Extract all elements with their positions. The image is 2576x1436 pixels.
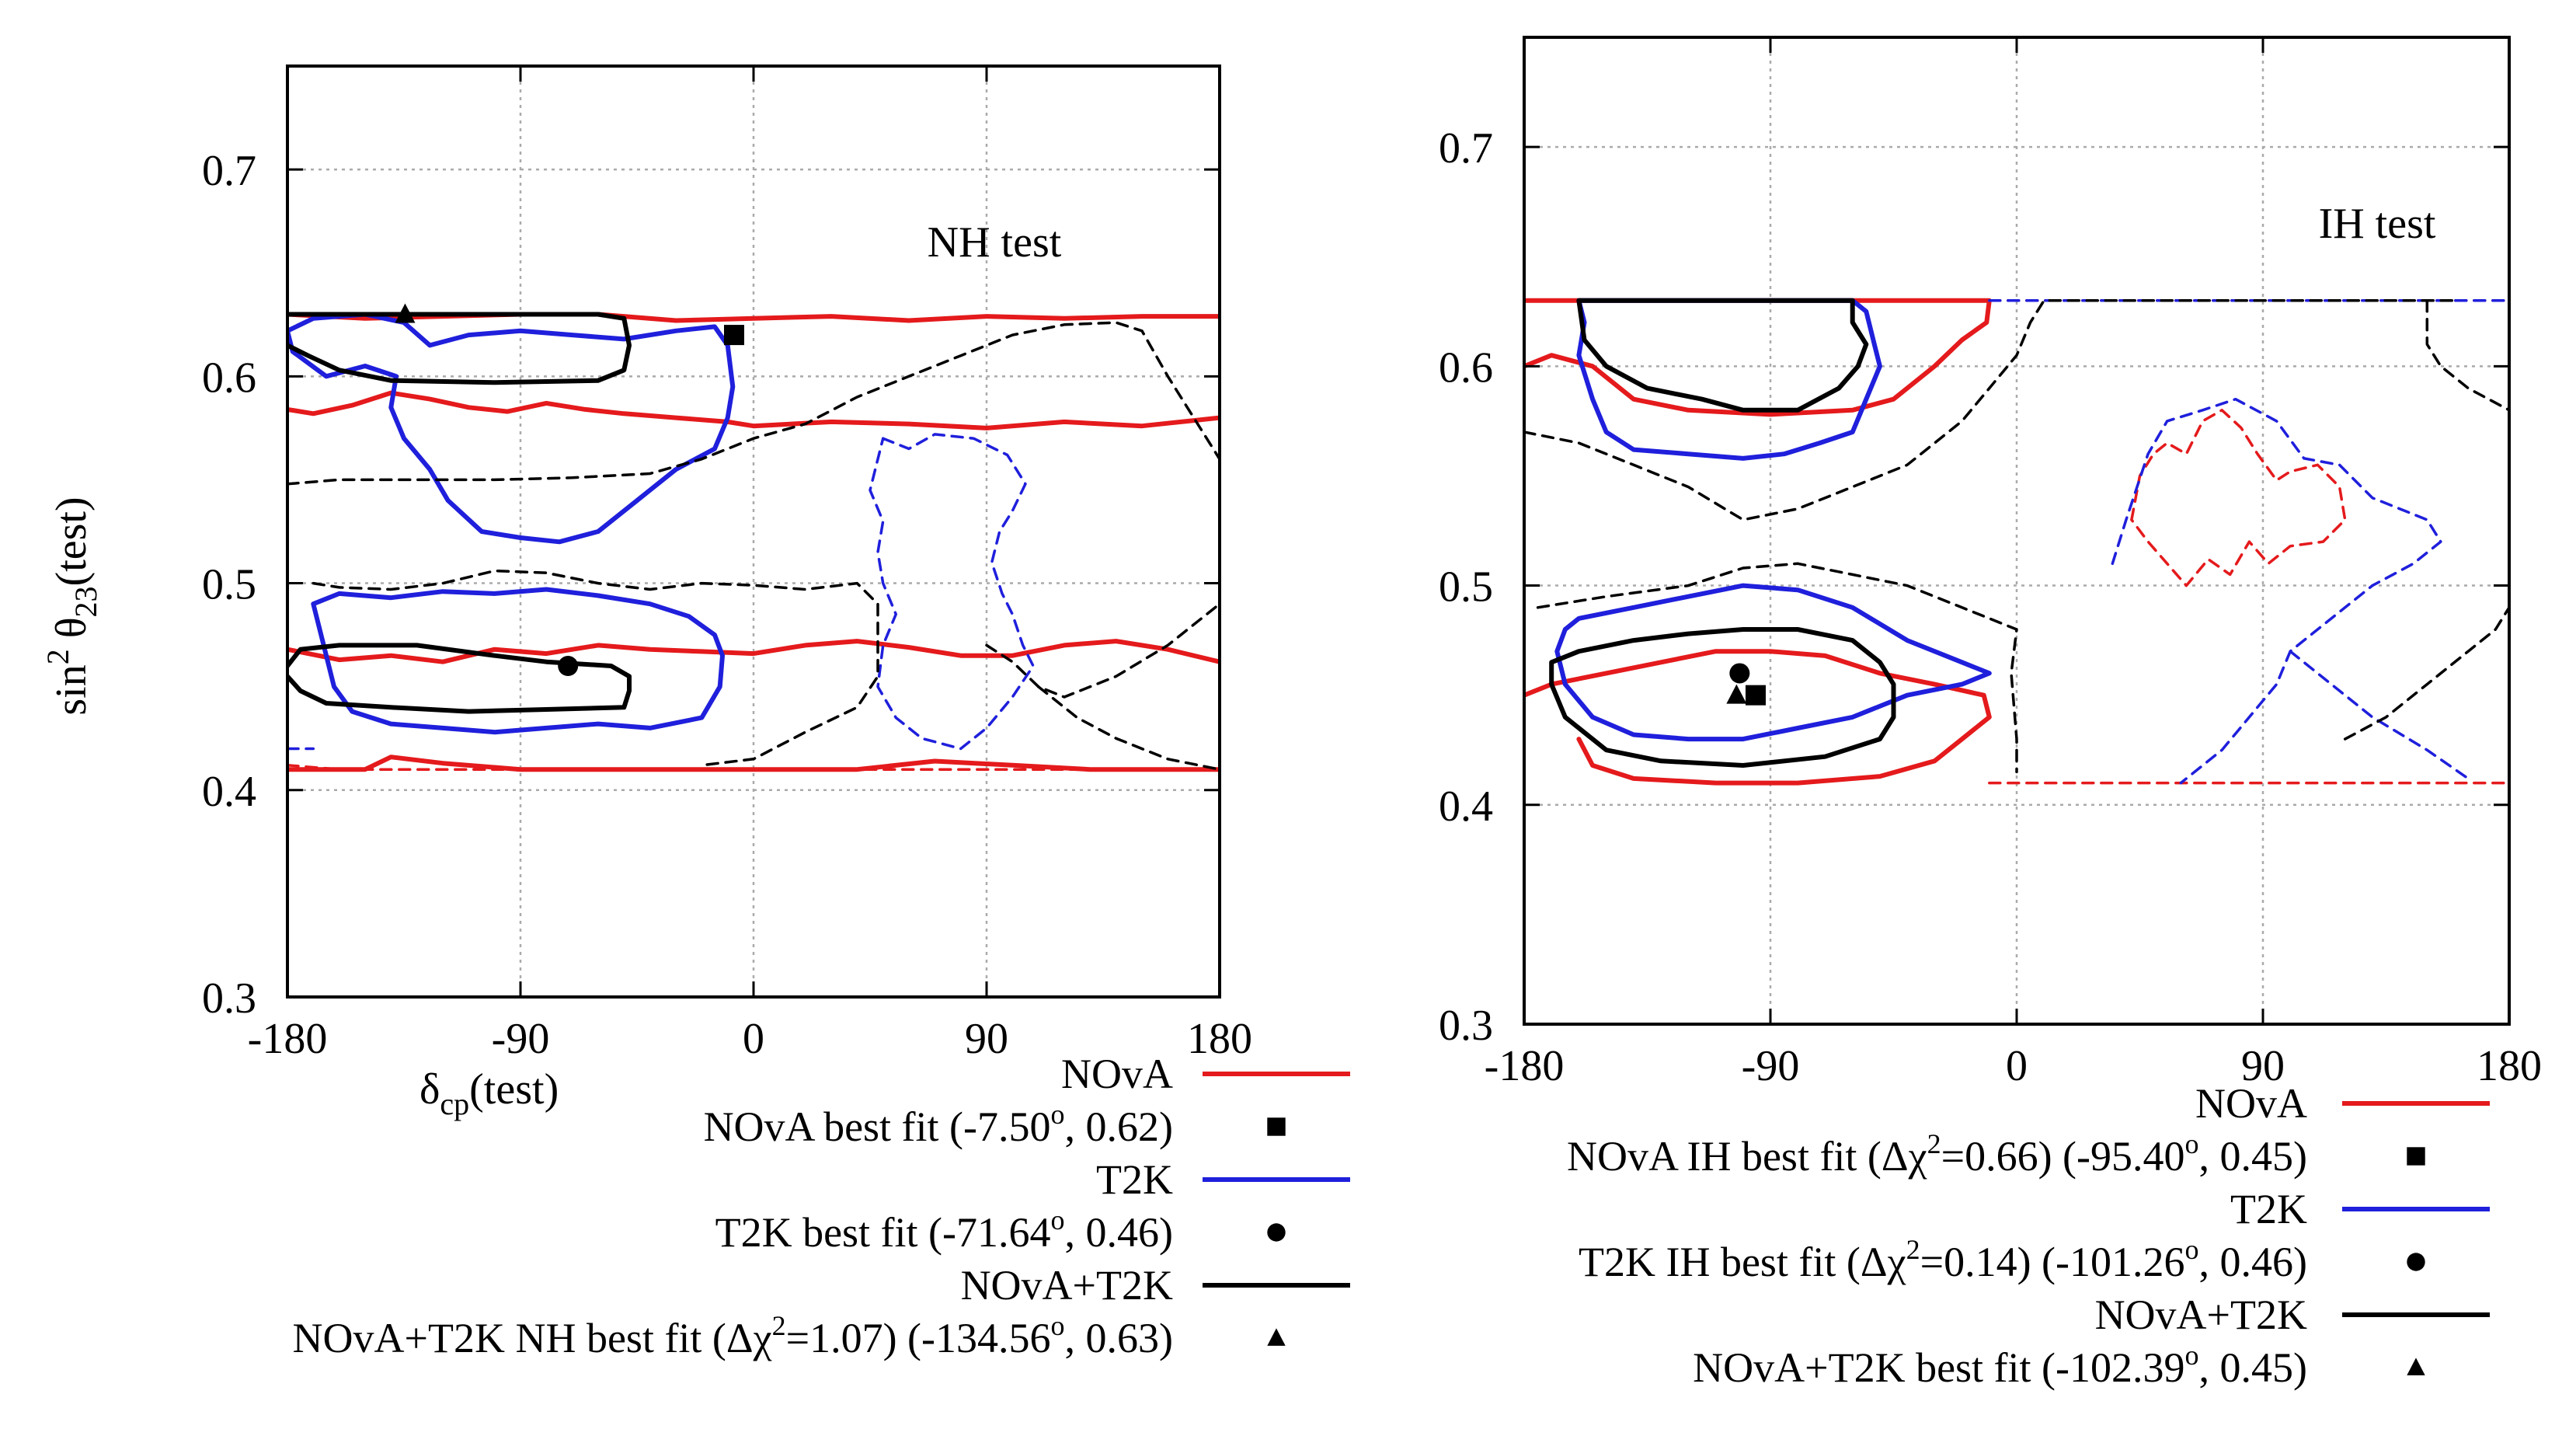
y-tick-label: 0.5 (202, 561, 256, 609)
contour-nova-t2k-dashed (2343, 606, 2509, 741)
y-axis-label: sin2 θ23(test) (40, 497, 103, 715)
x-tick-label: 90 (965, 1015, 1008, 1063)
y-tick-label: 0.4 (1439, 782, 1493, 831)
legend-circle-marker (1267, 1223, 1286, 1242)
y-tick-label: 0.6 (1439, 343, 1493, 392)
legend-triangle-marker (1267, 1328, 1286, 1346)
contour-t2k-dashed (2289, 650, 2470, 780)
x-tick-label: -180 (1485, 1042, 1565, 1090)
contour-nova-t2k-solid (287, 312, 632, 385)
contour-t2k-solid (1576, 298, 1882, 461)
y-tick-label: 0.7 (202, 147, 256, 195)
y-tick-label: 0.7 (1439, 124, 1493, 173)
legend-label: NOvA+T2K (2095, 1291, 2307, 1338)
y-tick-label: 0.3 (1439, 1002, 1493, 1050)
panel-annotation: IH test (2319, 200, 2436, 248)
contour-nova-t2k-solid (287, 643, 632, 714)
contour-nova-dashed (2130, 409, 2347, 587)
legend-label: NOvA IH best fit (Δχ2=0.66) (-95.40o, 0.… (1567, 1128, 2307, 1180)
contours (287, 312, 1220, 772)
legend-label: T2K (2230, 1186, 2307, 1232)
contour-nova-t2k-dashed (312, 569, 879, 767)
legend-label: T2K IH best fit (Δχ2=0.14) (-101.26o, 0.… (1579, 1234, 2307, 1285)
contour-nova-t2k-dashed (2425, 298, 2509, 412)
legend-label: NOvA+T2K NH best fit (Δχ2=1.07) (-134.56… (293, 1310, 1173, 1361)
contour-nova-solid (287, 755, 1220, 772)
contours (1524, 298, 2509, 786)
contour-nova-t2k-dashed (1524, 298, 2456, 521)
best-fit-square-marker (1745, 685, 1766, 706)
contour-t2k-solid (1554, 583, 1992, 742)
contour-nova-solid (1524, 649, 1992, 786)
best-fit-triangle-marker (395, 303, 416, 323)
y-tick-label: 0.4 (202, 768, 256, 816)
x-tick-label: 90 (2241, 1042, 2285, 1090)
y-tick-label: 0.3 (202, 974, 256, 1023)
contour-nova-t2k-dashed (1536, 562, 2018, 774)
best-fit-square-marker (724, 325, 744, 346)
contour-nova-t2k-solid (1576, 298, 1869, 413)
x-tick-label: 0 (2006, 1042, 2028, 1090)
contour-t2k-solid (287, 312, 736, 545)
x-tick-label: -90 (492, 1015, 550, 1063)
legend-label: NOvA+T2K best fit (-102.39o, 0.45) (1693, 1340, 2307, 1391)
contour-t2k-dashed (869, 433, 1035, 751)
x-tick-label: -90 (1742, 1042, 1800, 1090)
x-tick-label: 180 (2477, 1042, 2542, 1090)
contour-nova-t2k-dashed (287, 321, 1220, 486)
legend-square-marker (1267, 1117, 1286, 1136)
legend-triangle-marker (2407, 1358, 2425, 1375)
x-axis-label: δcp(test) (419, 1065, 559, 1121)
y-tick-label: 0.6 (202, 354, 256, 402)
best-fit-circle-marker (558, 656, 579, 677)
best-fit-triangle-marker (1726, 684, 1747, 704)
legend-square-marker (2407, 1147, 2425, 1166)
x-tick-label: 180 (1187, 1015, 1252, 1063)
panel-annotation: NH test (928, 218, 1062, 267)
contour-t2k-dashed (2111, 397, 2442, 785)
contour-nova-dashed (287, 764, 1220, 771)
legend-label: NOvA (2195, 1080, 2307, 1127)
panel-left: -180 -90 0 90 180 0.3 0.4 0.5 0.6 0.7 NH test δcp(t… (40, 64, 1350, 1361)
legend-label: NOvA (1061, 1051, 1173, 1097)
legend-label: NOvA+T2K (961, 1262, 1173, 1309)
best-fit-circle-marker (1729, 663, 1750, 684)
x-tick-label: -180 (248, 1015, 328, 1063)
contour-nova-solid (287, 639, 1220, 664)
legend-label: T2K (1096, 1156, 1173, 1203)
x-tick-label: 0 (743, 1015, 764, 1063)
contour-nova-t2k-solid (1549, 627, 1896, 768)
contour-t2k-solid (311, 587, 725, 735)
contour-nova-solid (287, 390, 1220, 430)
plot-frame (286, 64, 1221, 999)
y-tick-label: 0.5 (1439, 563, 1493, 612)
legend-label: NOvA best fit (-7.50o, 0.62) (704, 1099, 1173, 1150)
legend-circle-marker (2407, 1253, 2425, 1271)
legend-label: T2K best fit (-71.64o, 0.46) (715, 1204, 1173, 1256)
contour-nova-t2k-dashed (1036, 685, 1220, 771)
contour-nova-t2k-dashed (985, 602, 1220, 699)
